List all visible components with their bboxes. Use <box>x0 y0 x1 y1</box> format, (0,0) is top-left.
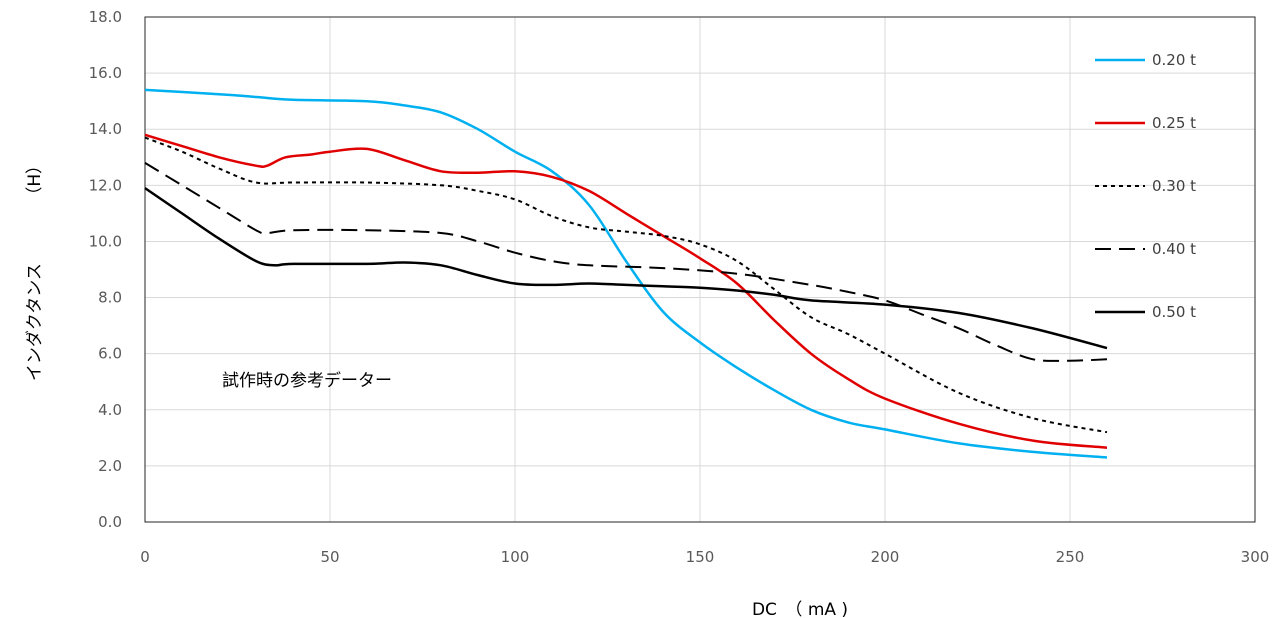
legend-label: 0.30 t <box>1152 177 1196 195</box>
y-tick-label: 2.0 <box>98 457 122 475</box>
series-line-0-40-t <box>144 162 1108 362</box>
y-tick-label: 18.0 <box>89 8 122 26</box>
y-tick-label: 10.0 <box>89 232 122 250</box>
legend-label: 0.50 t <box>1152 303 1196 321</box>
y-tick-label: 0.0 <box>98 513 122 531</box>
x-tick-label: 200 <box>871 548 900 566</box>
series-line-0-20-t <box>144 88 1108 459</box>
y-tick-label: 4.0 <box>98 401 122 419</box>
legend-label: 0.40 t <box>1152 240 1196 258</box>
legend-label: 0.20 t <box>1152 51 1196 69</box>
x-tick-label: 100 <box>501 548 530 566</box>
y-tick-label: 8.0 <box>98 289 122 307</box>
x-tick-label: 300 <box>1241 548 1270 566</box>
series-line-0-50-t <box>144 187 1108 350</box>
y-tick-label: 12.0 <box>89 176 122 194</box>
x-tick-label: 250 <box>1056 548 1085 566</box>
y-tick-label: 6.0 <box>98 345 122 363</box>
legend: 0.20 t 0.25 t 0.30 t 0.40 t 0.50 t <box>1095 51 1196 321</box>
y-axis-title: インダクタンス （H） <box>25 157 45 381</box>
x-tick-label: 0 <box>140 548 150 566</box>
series-line-0-30-t <box>144 136 1108 434</box>
x-tick-label: 50 <box>320 548 339 566</box>
series-line-0-25-t <box>144 133 1108 449</box>
y-tick-label: 16.0 <box>89 64 122 82</box>
y-tick-label: 14.0 <box>89 120 122 138</box>
annotation-text: 試作時の参考データー <box>222 370 392 391</box>
axis-ticks: 0.0 2.0 4.0 6.0 8.0 10.0 12.0 14.0 16.0 18.0 0 50 10… <box>89 8 1270 566</box>
legend-label: 0.25 t <box>1152 114 1196 132</box>
plot-area-border <box>144 16 1256 523</box>
x-tick-label: 150 <box>686 548 715 566</box>
x-axis-title: DC （ mA ) <box>752 600 848 618</box>
series-lines <box>144 88 1108 459</box>
